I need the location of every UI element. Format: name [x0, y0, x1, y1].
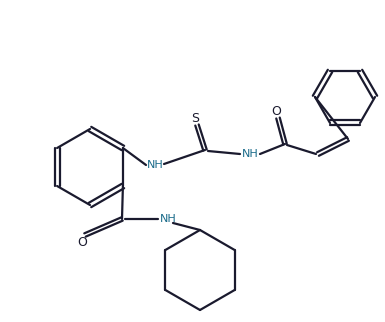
Text: O: O: [77, 235, 87, 249]
Text: NH: NH: [242, 149, 258, 159]
Text: O: O: [271, 105, 281, 118]
Text: NH: NH: [147, 160, 163, 170]
Text: S: S: [191, 111, 199, 125]
Text: NH: NH: [160, 214, 176, 224]
